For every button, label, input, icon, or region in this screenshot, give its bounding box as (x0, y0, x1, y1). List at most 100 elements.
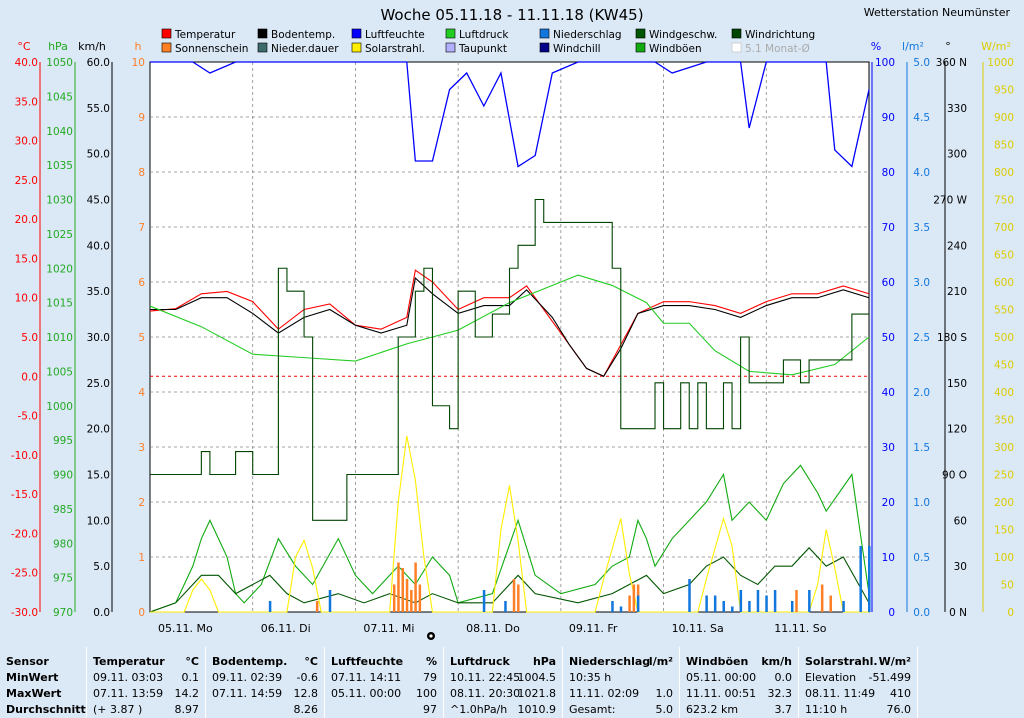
legend-swatch (161, 42, 172, 53)
axis-tick-label: 15.0 (15, 253, 38, 265)
column-header: Luftdruck (450, 655, 510, 668)
legend-swatch (635, 42, 646, 53)
legend-item: 5.1 Monat-Ø (731, 42, 810, 55)
axis-tick-label: 210 (947, 286, 967, 298)
axis-tick-label: 50.0 (87, 149, 110, 161)
column-header: Solarstrahl. (805, 655, 878, 668)
weather-chart: Woche 05.11.18 - 11.11.18 (KW45) Wetters… (11, 6, 1014, 640)
legend-label: Bodentemp. (271, 29, 335, 41)
legend-item: Windchill (539, 42, 601, 55)
legend: Temperatur Sonnenschein Bodentemp. Nieder.d… (161, 28, 815, 55)
axis-tick-label: 500 (994, 332, 1014, 344)
current-time-marker-inner (429, 634, 433, 638)
axis-tick-label: 10.0 (15, 293, 38, 305)
day-label: 09.11. Fr (569, 622, 618, 635)
table-column: Windböen km/h 05.11. 00:00 0.0 11.11. 00:51 3… (680, 647, 799, 718)
axis-tick-label: 1020 (46, 263, 73, 275)
day-label: 07.11. Mi (363, 622, 414, 635)
bar-Sonnenschein (829, 595, 832, 612)
bar-Sonnenschein (517, 584, 520, 612)
axis-tick-label: 4.0 (913, 167, 930, 179)
axis-tick-label: 60.0 (87, 57, 110, 69)
bar-Niederschlag (268, 601, 272, 612)
legend-label: Windböen (649, 43, 702, 55)
axis-tick-label: 4.5 (913, 112, 930, 124)
bar-Niederschlag (748, 601, 751, 612)
axis-tick-label: 1040 (46, 126, 73, 138)
axis-tick-label: 2.5 (913, 332, 930, 344)
row-label-sensor: Sensor (6, 655, 49, 668)
day-label: 10.11. Sa (672, 622, 724, 635)
axis-tick-label: 9 (138, 112, 145, 124)
legend-label: Windchill (553, 43, 601, 55)
series-Windgeschw. (149, 547, 870, 613)
axis-tick-label: 1015 (46, 298, 73, 310)
axis-tick-label: 980 (53, 538, 73, 550)
day-label: 08.11. Do (466, 622, 520, 635)
axis-tick-label: 60 (954, 515, 967, 527)
axis-tick-label: 40.0 (87, 240, 110, 252)
bar-Niederschlag (756, 590, 760, 612)
axis-tick-label: 330 (947, 103, 967, 115)
day-labels: 05.11. Mo 06.11. Di 07.11. Mi 08.11. Do 09.1… (158, 622, 827, 635)
axis-tick-label: 990 (53, 470, 73, 482)
legend-swatch (731, 28, 742, 39)
table-row-labels: Sensor MinWert MaxWert Durchschnitt (0, 647, 87, 718)
axis-tick-label: 5 (138, 332, 145, 344)
bar-Sonnenschein (820, 584, 824, 612)
bar-Niederschlag (790, 601, 794, 612)
axis-tick-label: 40 (882, 387, 895, 399)
axis-tick-label: 995 (53, 435, 73, 447)
bar-Niederschlag (868, 546, 871, 612)
column-header: Luftfeuchte (331, 655, 404, 668)
column-header: Windböen (686, 655, 749, 668)
legend-swatch (445, 42, 456, 53)
table-column: Temperatur °C 09.11. 03:03 0.1 07.11. 13:59 1… (87, 647, 206, 718)
axis-tick-label: 0 N (949, 607, 967, 619)
cell-min: 10.11. 22:45 1004.5 (450, 671, 556, 684)
column-unit: W/m² (878, 655, 911, 668)
axis-tick-label: 15.0 (87, 470, 110, 482)
cell-max: 11.11. 02:09 1.0 (569, 687, 673, 700)
cell-max: 07.11. 14:59 12.8 (212, 687, 318, 700)
legend-label: Nieder.dauer (271, 43, 339, 55)
axis-tick-label: 0.0 (913, 607, 930, 619)
axis-tick-label: 2 (138, 497, 145, 509)
column-unit: °C (185, 655, 199, 668)
axis-unit: ° (945, 40, 951, 53)
axis-tick-label: 0 (1007, 607, 1014, 619)
bar-Sonnenschein (795, 590, 798, 612)
axis-tick-label: 3 (138, 442, 145, 454)
axis-tick-label: 90 O (942, 470, 967, 482)
axis-tick-label: 3.0 (913, 277, 930, 289)
axis-tick-label: 6 (138, 277, 145, 289)
axis-unit: °C (17, 40, 31, 53)
axis-tick-label: 100 (994, 552, 1014, 564)
legend-label: 5.1 Monat-Ø (745, 43, 810, 55)
legend-item: Sonnenschein (161, 42, 248, 55)
day-label: 11.11. So (774, 622, 826, 635)
axis-tick-label: 400 (994, 387, 1014, 399)
bar-Niederschlag (859, 546, 862, 612)
legend-label: Taupunkt (458, 43, 507, 55)
series-Bodentemp. (150, 276, 870, 377)
cell-max: 11.11. 00:51 32.3 (686, 687, 792, 700)
axis-tick-label: 1045 (46, 91, 73, 103)
axis-tick-label: 1.5 (913, 442, 930, 454)
bar-Sonnenschein (401, 568, 405, 612)
axis-tick-label: 1025 (46, 229, 73, 241)
axis-tick-label: 20 (882, 497, 895, 509)
axis-wind: km/h 60.0 55.0 50.0 45.0 40.0 35.0 30.0 25.0 20.0… (78, 40, 110, 619)
axis-unit: l/m² (902, 40, 924, 53)
series-layer (149, 61, 871, 613)
cell-max: 08.11. 20:30 1021.8 (450, 687, 556, 700)
bar-Sonnenschein (418, 584, 422, 612)
axis-tick-label: 25.0 (15, 175, 38, 187)
bar-Sonnenschein (632, 584, 636, 612)
legend-swatch (161, 28, 172, 39)
table-column: Luftfeuchte% 07.11. 14:11 79 05.11. 00:00 10… (325, 647, 444, 718)
axis-tick-label: 60 (882, 277, 895, 289)
table-column: Solarstrahl. W/m² Elevation -51.499 08.11. 1… (799, 647, 918, 718)
legend-label: Sonnenschein (175, 43, 248, 55)
legend-item: Windböen (635, 42, 702, 55)
